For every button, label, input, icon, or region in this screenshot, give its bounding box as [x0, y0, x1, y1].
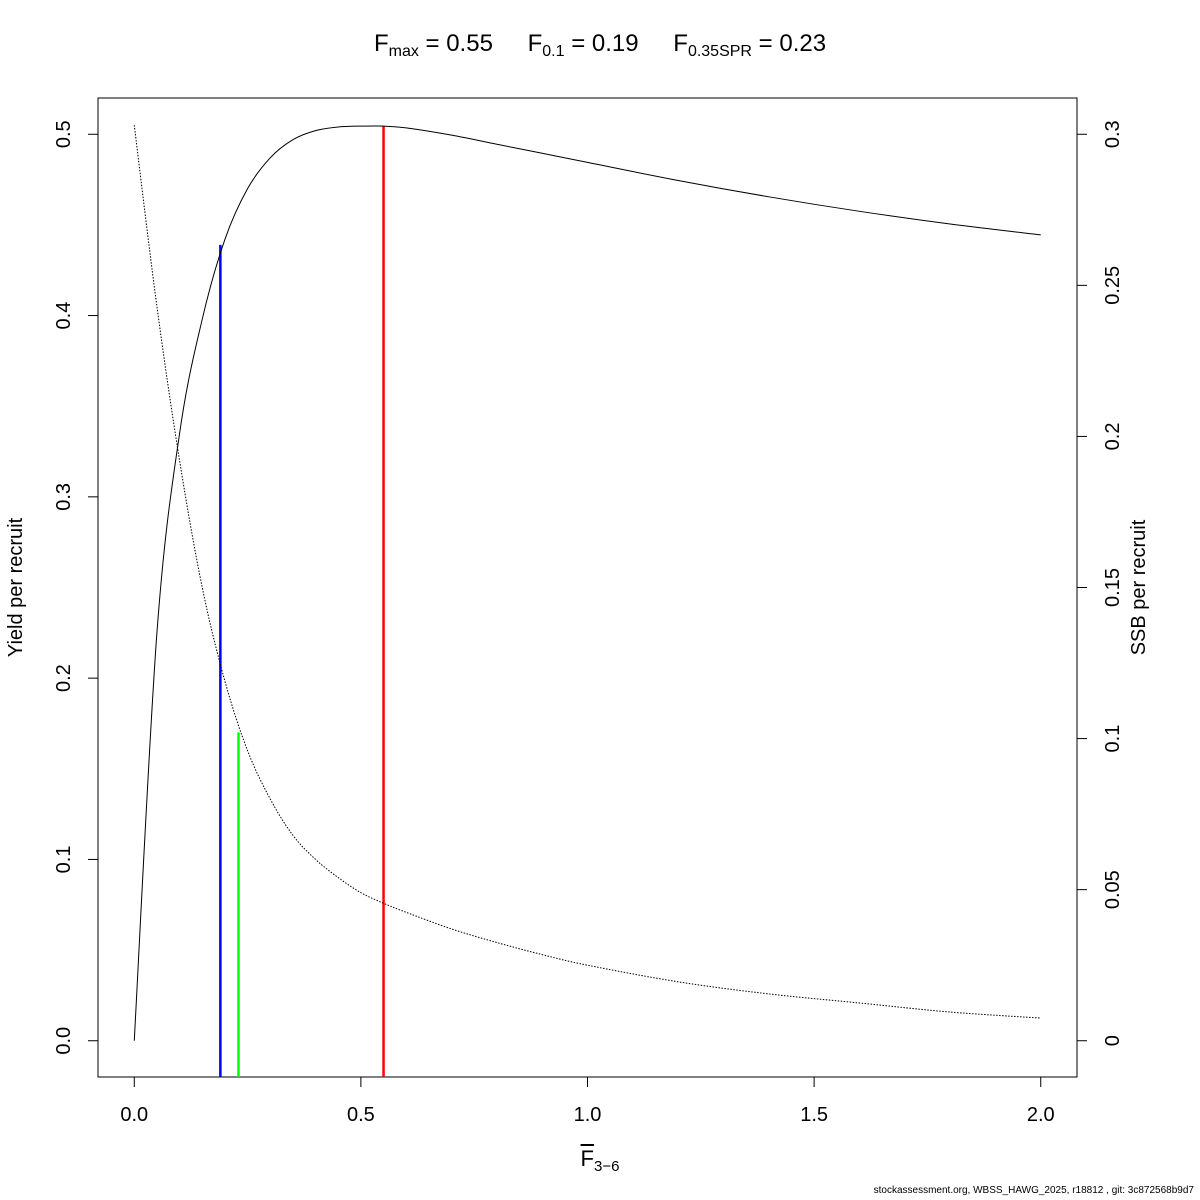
- footer-credit: stockassessment.org, WBSS_HAWG_2025, r18…: [873, 1185, 1194, 1196]
- y-tick-label: 0.3: [53, 483, 75, 511]
- y-tick-label: 0.2: [53, 664, 75, 692]
- x-tick-label: 2.0: [1027, 1104, 1055, 1126]
- title-fmax: Fmax = 0.55: [373, 30, 493, 60]
- ssb-per-recruit-line: [133, 125, 1041, 1019]
- y-tick-label: 0.1: [53, 846, 75, 874]
- yield-per-recruit-line: [133, 125, 1041, 1041]
- y-tick-label: 0.5: [53, 120, 75, 148]
- title-f035spr: F0.35SPR = 0.23: [673, 30, 827, 60]
- chart-title: Fmax = 0.55 F0.1 = 0.19 F0.35SPR = 0.23: [0, 30, 1200, 61]
- plot-frame: [97, 97, 1078, 1078]
- x-tick-label: 1.0: [574, 1104, 602, 1126]
- x-tick-label: 0.5: [347, 1104, 375, 1126]
- x-tick-label: 1.5: [800, 1104, 828, 1126]
- x-tick-label: 0.0: [120, 1104, 148, 1126]
- y2-tick-label: 0.15: [1102, 568, 1124, 607]
- y2-axis-label: SSB per recruit: [1128, 519, 1150, 655]
- title-f01: F0.1 = 0.19: [527, 30, 639, 60]
- y2-tick-label: 0.25: [1102, 266, 1124, 305]
- y2-tick-label: 0.3: [1102, 120, 1124, 148]
- y2-tick-label: 0: [1102, 1035, 1124, 1046]
- y2-tick-label: 0.2: [1102, 423, 1124, 451]
- y-tick-label: 0.0: [53, 1027, 75, 1055]
- y-tick-label: 0.4: [53, 302, 75, 330]
- y2-tick-label: 0.05: [1102, 870, 1124, 909]
- y-axis-label: Yield per recruit: [5, 517, 27, 657]
- x-axis-label: F3−6: [580, 1146, 620, 1175]
- y2-tick-label: 0.1: [1102, 725, 1124, 753]
